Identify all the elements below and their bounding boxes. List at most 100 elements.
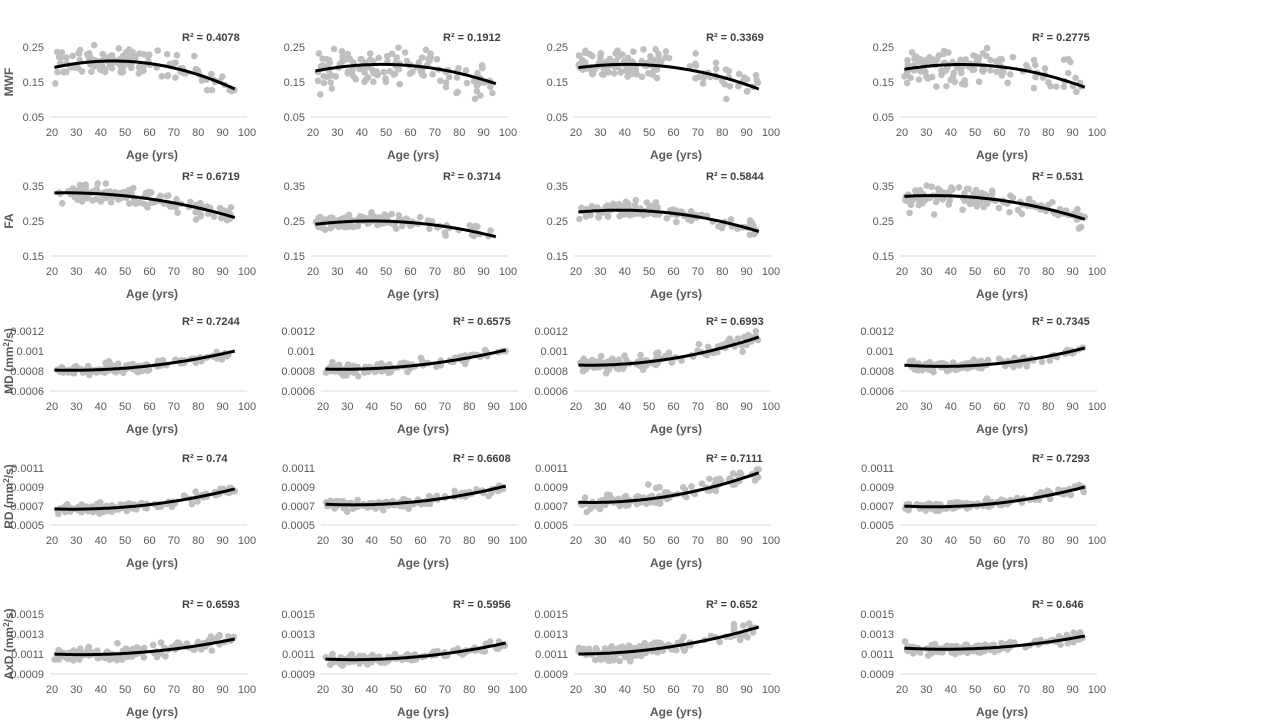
data-point: [745, 620, 753, 627]
data-point: [699, 80, 707, 87]
data-point: [371, 213, 379, 221]
data-point: [194, 638, 202, 646]
data-point: [1041, 65, 1049, 72]
x-tick-label: 100: [1088, 266, 1106, 278]
x-tick-label: 20: [317, 684, 329, 696]
data-point: [149, 641, 157, 649]
data-point: [1074, 205, 1081, 213]
x-tick-label: 40: [945, 266, 957, 278]
data-point: [393, 54, 401, 61]
data-point: [622, 198, 630, 206]
panel-rd-3: 0.0005 0.0007 0.0009 0.0011 20 30 40 50 60 70 80 90…: [534, 453, 780, 570]
x-tick-label: 60: [993, 535, 1005, 547]
data-point: [426, 225, 433, 233]
data-point: [405, 505, 413, 512]
x-tick-label: 40: [619, 401, 631, 413]
data-point: [1077, 223, 1085, 231]
x-tick-label: 60: [667, 684, 679, 696]
x-tick-label: 70: [429, 127, 441, 139]
data-point: [330, 45, 338, 53]
r-squared-label: R² = 0.5956: [453, 599, 511, 611]
x-axis-label: Age (yrs): [126, 705, 178, 719]
r-squared-label: R² = 0.3369: [706, 32, 764, 44]
data-point: [362, 76, 370, 84]
x-tick-label: 70: [168, 266, 180, 278]
panel-fa-4: 0.15 0.25 0.35 20 30 40 50 60 70 80 90 100 Age (yrs)…: [873, 171, 1107, 301]
x-axis-label: Age (yrs): [976, 287, 1028, 301]
x-tick-label: 100: [509, 684, 527, 696]
x-tick-label: 60: [143, 401, 155, 413]
data-point: [340, 372, 347, 379]
y-tick-label: 0.0015: [281, 609, 315, 621]
data-point: [995, 355, 1003, 363]
x-tick-label: 60: [143, 266, 155, 278]
panel-mwf-3: 0.05 0.15 0.25 20 30 40 50 60 70 80 90 100 Age (yrs)…: [547, 32, 781, 162]
data-point: [726, 83, 734, 90]
data-point: [643, 199, 651, 206]
y-tick-label: 0.0009: [10, 482, 44, 494]
r-squared-label: R² = 0.6719: [182, 171, 240, 183]
y-label-tail: /s): [2, 464, 16, 478]
x-tick-label: 90: [217, 684, 229, 696]
data-point: [678, 357, 685, 364]
trendline: [578, 208, 760, 233]
data-point: [740, 622, 747, 629]
data-point: [654, 639, 661, 646]
y-tick-label: 0.0008: [534, 366, 568, 378]
data-point: [422, 46, 430, 54]
y-tick-label: 0.25: [547, 42, 568, 54]
x-tick-label: 90: [217, 266, 229, 278]
x-tick-label: 60: [667, 535, 679, 547]
data-point: [424, 217, 432, 224]
data-point: [1046, 357, 1054, 364]
data-point: [617, 69, 624, 76]
data-point: [686, 63, 694, 70]
data-point: [1064, 69, 1072, 77]
x-tick-label: 30: [70, 127, 82, 139]
data-point: [473, 87, 481, 95]
data-point: [479, 64, 486, 72]
data-point: [1064, 640, 1071, 647]
y-tick-label: 0.35: [23, 181, 44, 193]
x-tick-label: 40: [95, 684, 107, 696]
data-point: [948, 649, 955, 656]
data-point: [377, 659, 385, 666]
x-tick-label: 90: [488, 684, 500, 696]
x-tick-label: 90: [488, 401, 500, 413]
data-point: [89, 197, 96, 204]
data-point: [933, 83, 940, 90]
y-tick-label: 0.0008: [281, 366, 315, 378]
x-tick-label: 20: [896, 127, 908, 139]
x-tick-label: 60: [993, 401, 1005, 413]
y-tick-label: 0.0006: [860, 386, 894, 398]
data-point: [587, 504, 594, 512]
x-tick-label: 70: [692, 684, 704, 696]
data-point: [746, 217, 754, 224]
data-point: [120, 369, 127, 377]
data-point: [605, 68, 612, 76]
data-point: [374, 71, 382, 79]
data-point: [1038, 358, 1046, 366]
data-point: [679, 484, 687, 491]
x-tick-label: 50: [969, 401, 981, 413]
x-axis-label: Age (yrs): [397, 705, 449, 719]
x-tick-label: 80: [453, 127, 465, 139]
data-point: [383, 214, 391, 222]
x-tick-label: 100: [1088, 401, 1106, 413]
data-point: [928, 73, 936, 81]
data-point: [580, 645, 587, 653]
data-point: [958, 80, 966, 88]
x-tick-label: 80: [716, 535, 728, 547]
r-squared-label: R² = 0.646: [1032, 599, 1084, 611]
x-tick-label: 50: [119, 401, 131, 413]
data-point: [920, 196, 927, 204]
data-point: [592, 645, 600, 652]
x-tick-label: 60: [993, 684, 1005, 696]
panel-mwf-4: 0.05 0.15 0.25 20 30 40 50 60 70 80 90 100 Age (yrs)…: [873, 32, 1107, 162]
x-tick-label: 20: [570, 127, 582, 139]
data-point: [935, 52, 943, 59]
data-point: [626, 657, 634, 665]
x-tick-label: 70: [168, 684, 180, 696]
y-tick-label: 0.0009: [534, 482, 568, 494]
data-point: [1009, 194, 1017, 202]
